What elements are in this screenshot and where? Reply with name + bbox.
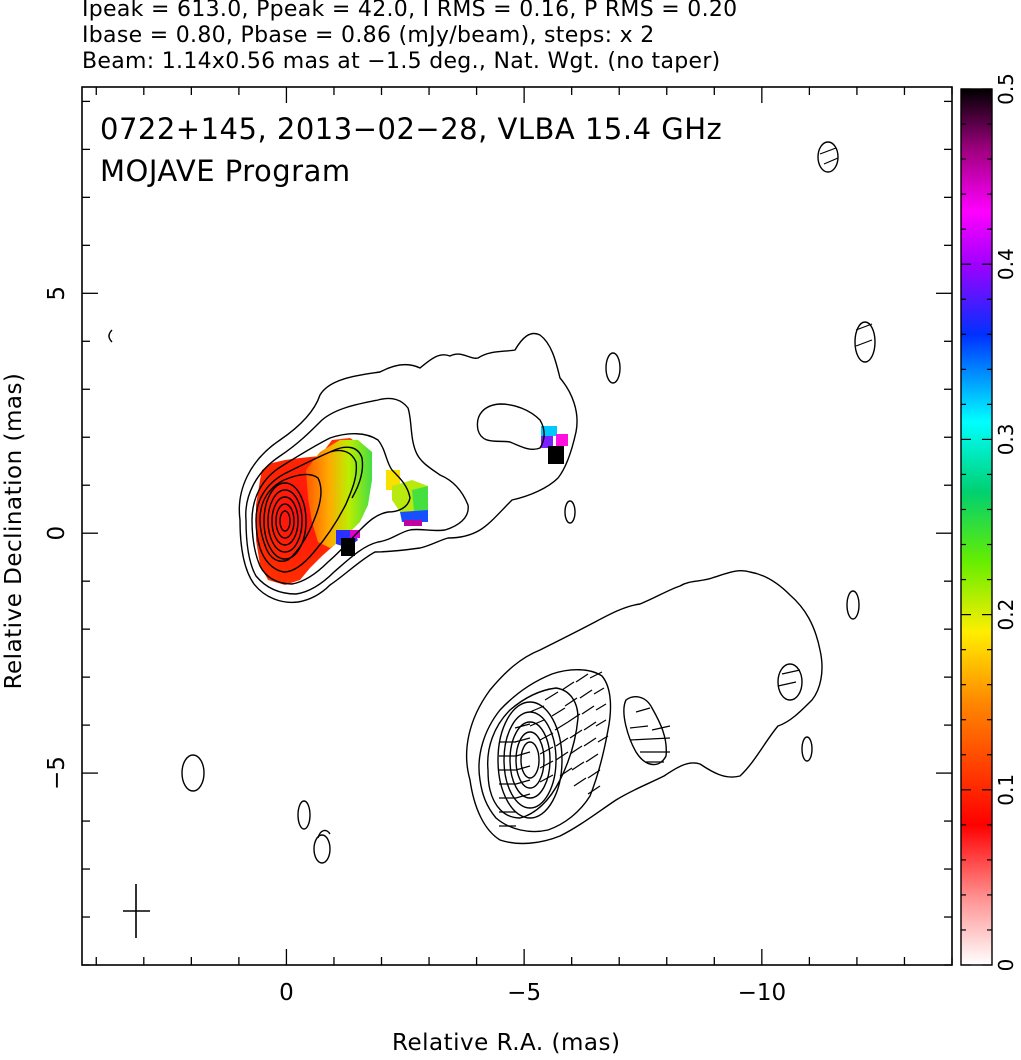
source-title: 0722+145, 2013−02−28, VLBA 15.4 GHz — [100, 112, 723, 146]
contour-island-10 — [297, 800, 311, 830]
contour-level-10 — [279, 510, 291, 532]
colorbar — [960, 88, 993, 966]
pol-spot-black — [341, 538, 355, 556]
x-tick-label: 0 — [279, 980, 294, 1006]
header-line-3: Beam: 1.14x0.56 mas at −1.5 deg., Nat. W… — [82, 49, 721, 74]
colorbar-tick-label: 0.1 — [994, 774, 1018, 806]
y-axis-label: Relative Declination (mas) — [1, 372, 27, 690]
contour-island-7 — [605, 352, 621, 384]
contour-jet-ridge — [329, 446, 364, 499]
contour-level-3 — [251, 433, 411, 585]
contour-island-1 — [623, 696, 668, 766]
contour-island-4 — [846, 590, 860, 620]
x-tick-labels: 0 −5 −10 — [279, 980, 786, 1006]
contour-island-13 — [317, 829, 331, 839]
contour-southern-7 — [515, 731, 545, 789]
contour-inner-hole — [476, 403, 545, 451]
total-intensity-contours — [108, 141, 876, 864]
contour-southern-2 — [478, 669, 612, 833]
x-ticks — [95, 87, 953, 965]
colorbar-ticks — [961, 88, 992, 966]
contour-level-2 — [245, 397, 469, 595]
program-label: MOJAVE Program — [100, 154, 351, 188]
colorbar-tick-label: 0.4 — [994, 248, 1018, 280]
contour-level-7 — [267, 489, 303, 553]
colorbar-tick-label: 0.5 — [994, 73, 1018, 105]
contour-southern-6 — [509, 721, 551, 799]
contour-level-4 — [255, 449, 358, 573]
contour-island-3 — [801, 736, 813, 762]
contour-island-9 — [181, 754, 205, 792]
header-line-2: Ibase = 0.80, Pbase = 0.86 (mJy/beam), s… — [82, 23, 655, 48]
plot-frame — [81, 86, 953, 966]
colorbar-tick-label: 0.2 — [994, 599, 1018, 631]
y-tick-label: 0 — [44, 526, 70, 541]
pol-knot-blue — [400, 510, 428, 522]
pol-knot-magenta — [404, 520, 422, 526]
y-ticks — [82, 100, 952, 966]
header-line-1: Ipeak = 613.0, Ppeak = 42.0, I RMS = 0.1… — [82, 0, 738, 22]
contour-island-2 — [777, 663, 803, 701]
contour-level-8 — [271, 496, 299, 546]
pol-spot-pink — [556, 434, 568, 446]
contour-island-5 — [854, 321, 876, 363]
y-tick-labels: −5 0 5 — [44, 286, 70, 790]
polarization-color-image — [256, 426, 568, 585]
pol-jet-gradient — [306, 440, 372, 548]
x-axis-label: Relative R.A. (mas) — [392, 1030, 621, 1056]
contour-southern-5 — [503, 711, 557, 809]
colorbar-tick-labels: 0 0.1 0.2 0.3 0.4 0.5 — [994, 73, 1018, 971]
polarization-vectors — [499, 147, 873, 827]
contour-island-12 — [108, 329, 113, 343]
contour-level-5 — [259, 473, 322, 562]
pol-spot-cyan — [541, 426, 557, 436]
contour-island-8 — [564, 500, 576, 524]
x-tick-label: −5 — [507, 980, 541, 1006]
contour-island-6 — [817, 141, 839, 173]
contour-southern-8 — [520, 741, 540, 779]
colorbar-tick-label: 0.3 — [994, 423, 1018, 455]
pol-spot-black-2 — [548, 446, 564, 464]
contour-southern-3 — [487, 687, 579, 819]
contour-level-6 — [263, 482, 307, 560]
y-tick-label: 5 — [44, 286, 70, 301]
pol-spot-magenta — [350, 530, 360, 538]
contour-southern-4 — [497, 701, 563, 819]
contour-southern-outer — [465, 569, 823, 845]
y-tick-label: −5 — [44, 756, 70, 790]
contour-island-11 — [313, 834, 331, 864]
contour-level-9 — [275, 503, 295, 539]
colorbar-tick-label: 0 — [994, 959, 1018, 972]
pol-knot-green — [412, 486, 428, 512]
contour-level-1 — [238, 332, 578, 604]
beam-cross — [123, 884, 150, 938]
x-tick-label: −10 — [738, 980, 787, 1006]
